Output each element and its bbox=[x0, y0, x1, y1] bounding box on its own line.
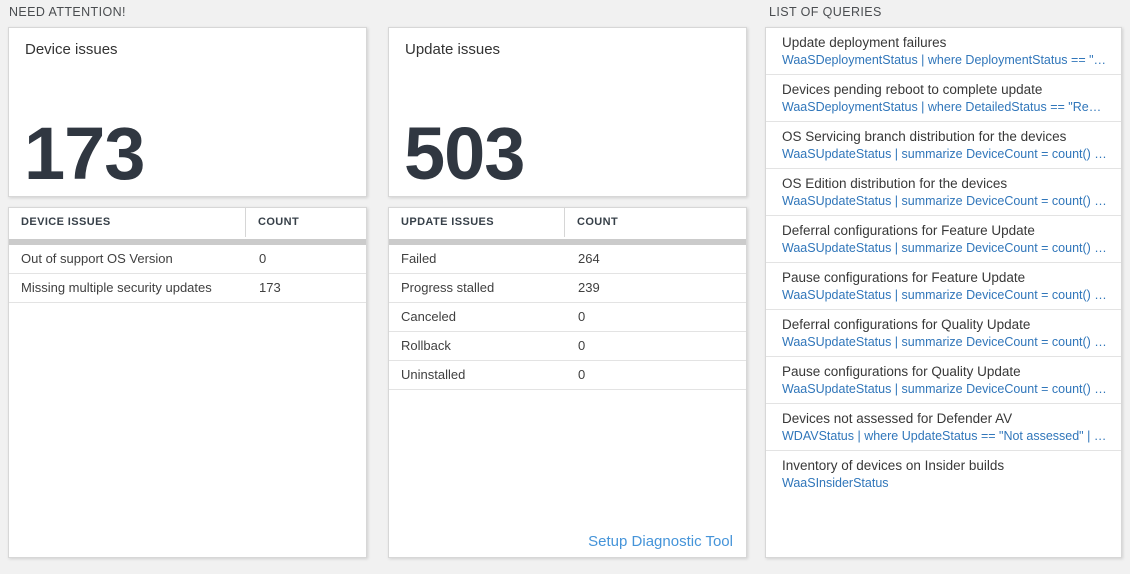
table-row[interactable]: Progress stalled 239 bbox=[389, 274, 746, 303]
table-row[interactable]: Out of support OS Version 0 bbox=[9, 245, 366, 274]
query-code-link[interactable]: WaaSUpdateStatus | summarize DeviceCount… bbox=[782, 382, 1107, 396]
query-code-link[interactable]: WaaSUpdateStatus | summarize DeviceCount… bbox=[782, 194, 1107, 208]
query-list-item[interactable]: OS Edition distribution for the devices … bbox=[766, 169, 1121, 216]
device-issues-count: 173 bbox=[24, 111, 145, 195]
query-title: Pause configurations for Quality Update bbox=[782, 364, 1021, 379]
device-table-header: DEVICE ISSUES COUNT bbox=[9, 208, 366, 237]
issue-count: 264 bbox=[578, 251, 600, 266]
issue-label: Rollback bbox=[401, 338, 451, 353]
update-issues-tile[interactable]: Update issues 503 bbox=[388, 27, 747, 197]
table-row[interactable]: Rollback 0 bbox=[389, 332, 746, 361]
query-code-link[interactable]: WaaSUpdateStatus | summarize DeviceCount… bbox=[782, 335, 1107, 349]
device-table-col-issues: DEVICE ISSUES bbox=[9, 208, 246, 237]
update-table-col-count: COUNT bbox=[577, 216, 619, 228]
query-title: Pause configurations for Feature Update bbox=[782, 270, 1026, 285]
query-list-item[interactable]: OS Servicing branch distribution for the… bbox=[766, 122, 1121, 169]
issue-label: Out of support OS Version bbox=[21, 251, 173, 266]
issue-label: Failed bbox=[401, 251, 437, 266]
query-title: Inventory of devices on Insider builds bbox=[782, 458, 1005, 473]
query-list-item[interactable]: Pause configurations for Quality Update … bbox=[766, 357, 1121, 404]
horizontal-scrollbar[interactable] bbox=[9, 239, 366, 245]
issue-label: Uninstalled bbox=[401, 367, 466, 382]
issue-count: 0 bbox=[259, 251, 267, 266]
query-code-link[interactable]: WaaSInsiderStatus bbox=[782, 476, 889, 490]
issue-count: 0 bbox=[578, 309, 586, 324]
issue-count: 0 bbox=[578, 338, 586, 353]
setup-diagnostic-tool-link[interactable]: Setup Diagnostic Tool bbox=[588, 533, 733, 550]
query-title: Deferral configurations for Quality Upda… bbox=[782, 317, 1031, 332]
table-row[interactable]: Missing multiple security updates 173 bbox=[9, 274, 366, 303]
horizontal-scrollbar[interactable] bbox=[389, 239, 746, 245]
query-list-item[interactable]: Deferral configurations for Quality Upda… bbox=[766, 310, 1121, 357]
table-row[interactable]: Failed 264 bbox=[389, 245, 746, 274]
update-issues-count: 503 bbox=[404, 111, 525, 195]
issue-count: 0 bbox=[578, 367, 586, 382]
device-table-col-count: COUNT bbox=[258, 216, 300, 228]
query-code-link[interactable]: WDAVStatus | where UpdateStatus == "Not … bbox=[782, 429, 1107, 443]
issue-count: 173 bbox=[259, 280, 281, 295]
update-issues-title: Update issues bbox=[405, 41, 501, 58]
device-issues-table: DEVICE ISSUES COUNT Out of support OS Ve… bbox=[8, 207, 367, 558]
query-code-link[interactable]: WaaSDeploymentStatus | where DeploymentS… bbox=[782, 53, 1107, 67]
issue-label: Missing multiple security updates bbox=[21, 280, 212, 295]
query-code-link[interactable]: WaaSUpdateStatus | summarize DeviceCount… bbox=[782, 147, 1107, 161]
device-issues-title: Device issues bbox=[25, 41, 118, 58]
query-list-item[interactable]: Devices pending reboot to complete updat… bbox=[766, 75, 1121, 122]
need-attention-header: NEED ATTENTION! bbox=[9, 5, 126, 19]
query-list-item[interactable]: Pause configurations for Feature Update … bbox=[766, 263, 1121, 310]
query-title: Devices pending reboot to complete updat… bbox=[782, 82, 1043, 97]
query-list-panel: Update deployment failures WaaSDeploymen… bbox=[765, 27, 1122, 558]
table-row[interactable]: Uninstalled 0 bbox=[389, 361, 746, 390]
query-code-link[interactable]: WaaSUpdateStatus | summarize DeviceCount… bbox=[782, 241, 1107, 255]
query-title: Deferral configurations for Feature Upda… bbox=[782, 223, 1035, 238]
update-issues-table: UPDATE ISSUES COUNT Failed 264 Progress … bbox=[388, 207, 747, 558]
issue-label: Canceled bbox=[401, 309, 456, 324]
query-list-item[interactable]: Deferral configurations for Feature Upda… bbox=[766, 216, 1121, 263]
query-list-item[interactable]: Inventory of devices on Insider builds W… bbox=[766, 451, 1121, 498]
query-list-item[interactable]: Devices not assessed for Defender AV WDA… bbox=[766, 404, 1121, 451]
query-title: Devices not assessed for Defender AV bbox=[782, 411, 1013, 426]
device-issues-tile[interactable]: Device issues 173 bbox=[8, 27, 367, 197]
query-code-link[interactable]: WaaSUpdateStatus | summarize DeviceCount… bbox=[782, 288, 1107, 302]
list-of-queries-header: LIST OF QUERIES bbox=[769, 5, 882, 19]
table-row[interactable]: Canceled 0 bbox=[389, 303, 746, 332]
query-title: Update deployment failures bbox=[782, 35, 947, 50]
update-table-header: UPDATE ISSUES COUNT bbox=[389, 208, 746, 237]
query-list-item[interactable]: Update deployment failures WaaSDeploymen… bbox=[766, 28, 1121, 75]
update-table-col-issues: UPDATE ISSUES bbox=[389, 208, 565, 237]
issue-label: Progress stalled bbox=[401, 280, 495, 295]
issue-count: 239 bbox=[578, 280, 600, 295]
query-title: OS Edition distribution for the devices bbox=[782, 176, 1008, 191]
query-title: OS Servicing branch distribution for the… bbox=[782, 129, 1067, 144]
query-code-link[interactable]: WaaSDeploymentStatus | where DetailedSta… bbox=[782, 100, 1107, 114]
